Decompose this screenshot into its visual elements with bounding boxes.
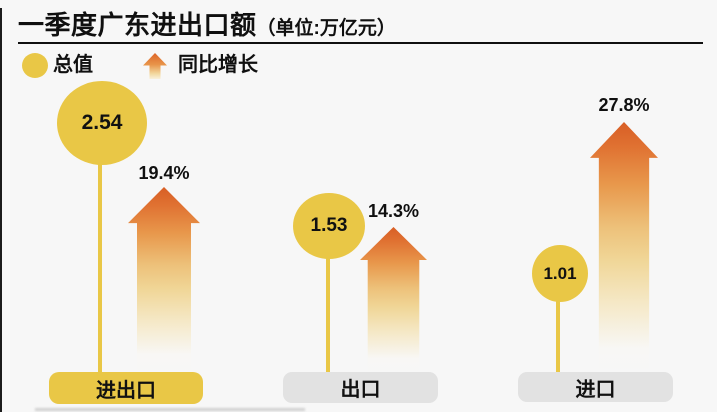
growth-arrow-icon — [143, 53, 167, 79]
value-bubble: 2.54 — [57, 81, 147, 165]
bottom-artifact — [35, 408, 305, 411]
total-dot-icon — [22, 53, 48, 78]
category-label: 出口 — [283, 372, 438, 403]
value-bubble: 1.01 — [532, 245, 588, 302]
left-edge-line — [0, 8, 2, 412]
legend-total-label: 总值 — [53, 54, 93, 76]
growth-arrow — [128, 187, 200, 373]
page-title: 一季度广东进出口额（单位:万亿元） — [18, 9, 396, 46]
bubble-stem — [98, 158, 102, 373]
category-label: 进出口 — [49, 372, 203, 404]
category-label: 进口 — [518, 372, 673, 402]
bubble-stem — [556, 296, 560, 373]
growth-label: 27.8% — [598, 95, 650, 115]
growth-arrow — [360, 227, 427, 373]
title-unit: （单位:万亿元） — [256, 18, 396, 39]
title-text: 一季度广东进出口额 — [18, 10, 257, 40]
growth-label: 19.4% — [138, 163, 190, 183]
growth-arrow — [590, 122, 658, 373]
legend-growth-label: 同比增长 — [178, 54, 258, 76]
bubble-stem — [326, 253, 330, 373]
growth-label: 14.3% — [367, 201, 420, 221]
title-underline — [18, 42, 703, 44]
value-bubble: 1.53 — [293, 193, 365, 259]
